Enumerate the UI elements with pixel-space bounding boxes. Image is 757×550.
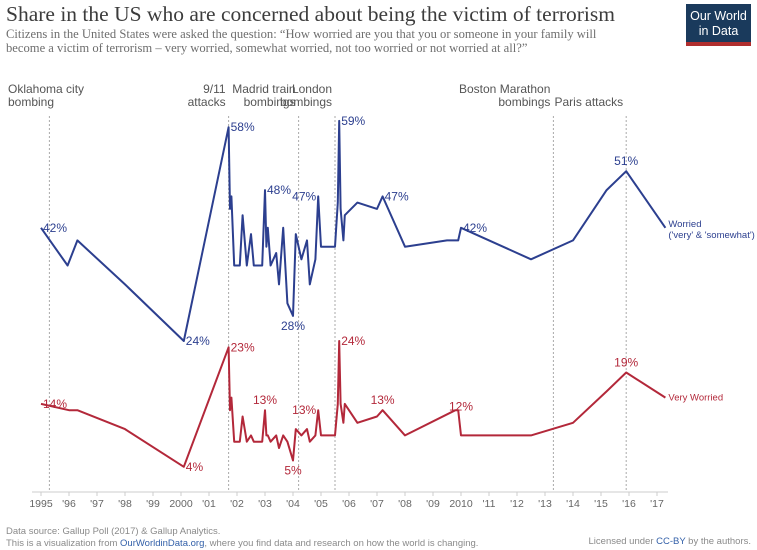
x-tick-label: 2010 xyxy=(449,498,473,510)
footer-viz-prefix: This is a visualization from xyxy=(6,538,121,549)
data-label: 28% xyxy=(281,319,305,333)
event-label: 9/11 xyxy=(203,82,226,96)
x-tick-label: '12 xyxy=(510,498,524,510)
series-name-label: Worried xyxy=(668,219,701,230)
cc-by-link[interactable]: CC-BY xyxy=(656,536,686,547)
event-label: bombings xyxy=(244,95,296,109)
x-tick-label: '15 xyxy=(594,498,608,510)
x-tick-label: '13 xyxy=(538,498,552,510)
event-label: attacks xyxy=(188,95,226,109)
data-label: 5% xyxy=(284,464,302,478)
chart-title: Share in the US who are concerned about … xyxy=(6,2,615,26)
event-label: bombings xyxy=(498,95,550,109)
data-label: 13% xyxy=(253,393,277,407)
data-label: 13% xyxy=(371,393,395,407)
x-tick-label: '16 xyxy=(622,498,636,510)
chart-subtitle: Citizens in the United States were asked… xyxy=(6,27,597,55)
data-label: 47% xyxy=(292,189,316,203)
x-tick-label: 2000 xyxy=(169,498,193,510)
footer-source: Data source: Gallup Poll (2017) & Gallup… xyxy=(6,526,221,537)
x-tick-label: 1995 xyxy=(29,498,53,510)
logo-line-1: Our World xyxy=(690,9,747,23)
very-worried-series-line xyxy=(40,340,666,468)
data-label: 58% xyxy=(231,120,255,134)
data-label: 23% xyxy=(231,340,255,354)
data-label: 51% xyxy=(614,154,638,168)
owid-logo[interactable]: Our World in Data xyxy=(686,4,751,46)
logo-accent-bar xyxy=(686,42,751,46)
data-label: 42% xyxy=(463,221,487,235)
data-label: 59% xyxy=(341,114,365,128)
event-label: bombing xyxy=(8,95,54,109)
x-tick-label: '97 xyxy=(90,498,104,510)
series-name-label: Very Worried xyxy=(668,393,723,404)
event-label: bombings xyxy=(280,95,332,109)
x-tick-label: '09 xyxy=(426,498,440,510)
license-prefix: Licensed under xyxy=(588,536,657,547)
data-label: 4% xyxy=(186,460,204,474)
x-tick-label: '96 xyxy=(62,498,76,510)
logo-line-2: in Data xyxy=(698,24,739,38)
worried-series-line xyxy=(40,119,667,342)
x-tick-label: '05 xyxy=(314,498,328,510)
data-label: 19% xyxy=(614,355,638,369)
x-tick-label: '07 xyxy=(370,498,384,510)
data-label: 24% xyxy=(186,334,210,348)
event-label: Oklahoma city xyxy=(8,82,84,96)
x-tick-label: '14 xyxy=(566,498,580,510)
x-tick-label: '08 xyxy=(398,498,412,510)
x-tick-label: '01 xyxy=(202,498,216,510)
x-tick-label: '03 xyxy=(258,498,272,510)
event-label: Boston Marathon xyxy=(459,82,550,96)
data-label: 24% xyxy=(341,334,365,348)
x-tick-label: '04 xyxy=(286,498,300,510)
data-label: 47% xyxy=(385,189,409,203)
series-name-label: ('very' & 'somewhat') xyxy=(668,230,754,241)
x-tick-label: '99 xyxy=(146,498,160,510)
x-tick-label: '02 xyxy=(230,498,244,510)
x-tick-label: '11 xyxy=(483,498,496,510)
event-label: London xyxy=(292,82,332,96)
footer-viz-note: This is a visualization from OurWorldinD… xyxy=(6,538,478,549)
footer-viz-suffix: , where you find data and research on ho… xyxy=(204,538,479,549)
event-label: Paris attacks xyxy=(554,95,623,109)
data-label: 48% xyxy=(267,183,291,197)
event-label: Madrid train xyxy=(232,82,295,96)
license-suffix: by the authors. xyxy=(685,536,751,547)
data-label: 13% xyxy=(292,403,316,417)
data-label: 14% xyxy=(43,397,67,411)
footer-license: Licensed under CC-BY by the authors. xyxy=(589,536,751,547)
x-tick-label: '98 xyxy=(118,498,132,510)
data-label: 12% xyxy=(449,400,473,414)
owid-link[interactable]: OurWorldinData.org xyxy=(120,538,205,549)
data-label: 42% xyxy=(43,221,67,235)
x-tick-label: '17 xyxy=(650,498,664,510)
x-tick-label: '06 xyxy=(342,498,356,510)
